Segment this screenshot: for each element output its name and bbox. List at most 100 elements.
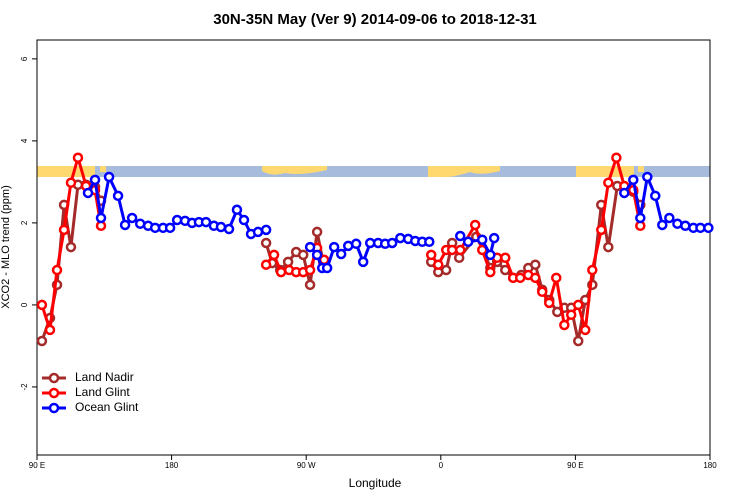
data-point: [275, 266, 287, 278]
data-point: [476, 234, 488, 245]
data-point: [119, 219, 131, 231]
legend-marker: [48, 387, 60, 399]
x-tick-label: 90 W: [297, 461, 316, 470]
data-point: [252, 226, 264, 238]
data-point: [559, 319, 570, 331]
data-point: [297, 249, 309, 261]
y-tick-label: 4: [20, 138, 29, 143]
data-point: [304, 241, 316, 253]
data-point: [603, 241, 614, 253]
data-point: [446, 244, 458, 256]
x-tick-label: 90 E: [29, 461, 45, 470]
data-point: [238, 214, 250, 226]
chart-title: 30N-35N May (Ver 9) 2014-09-06 to 2018-1…: [213, 11, 537, 28]
data-point: [425, 249, 437, 261]
data-point: [311, 249, 323, 261]
data-point: [65, 241, 77, 253]
data-point: [551, 272, 562, 284]
x-tick-label: 90 E: [567, 461, 583, 470]
data-point: [304, 264, 316, 276]
data-point: [335, 248, 347, 260]
data-point: [580, 324, 591, 336]
data-point: [572, 335, 584, 347]
data-point: [628, 174, 639, 186]
y-tick-label: 0: [20, 302, 29, 307]
data-point: [543, 297, 555, 309]
data-point: [635, 212, 646, 224]
data-point: [454, 230, 466, 242]
plot-frame: [36, 39, 711, 456]
data-point: [328, 241, 340, 253]
data-point: [596, 224, 607, 236]
data-point: [500, 252, 511, 264]
data-point: [164, 222, 176, 234]
data-point: [454, 244, 466, 256]
data-point: [82, 187, 94, 199]
data-point: [488, 232, 500, 244]
legend-marker: [48, 402, 60, 414]
land-patch: [37, 166, 95, 177]
legend-label: Ocean Glint: [75, 400, 139, 414]
data-point: [703, 222, 714, 234]
data-point: [112, 190, 124, 202]
data-point: [311, 226, 323, 238]
data-point: [565, 309, 577, 321]
data-point: [103, 171, 115, 183]
data-point: [650, 190, 661, 202]
legend-marker: [48, 372, 60, 384]
data-point: [260, 237, 272, 249]
data-point: [350, 238, 362, 250]
data-point: [36, 335, 48, 347]
land-patch: [100, 166, 106, 172]
data-point: [89, 174, 101, 186]
land-patch: [428, 166, 500, 178]
x-axis-label: Longitude: [349, 476, 402, 490]
data-point: [611, 152, 622, 163]
x-tick-label: 180: [703, 461, 717, 470]
data-point: [587, 264, 598, 276]
data-point: [657, 219, 668, 231]
land-patch: [576, 166, 634, 177]
data-point: [530, 259, 541, 270]
data-point: [619, 187, 630, 199]
data-point: [424, 236, 435, 248]
data-point: [200, 216, 212, 228]
y-axis-label: XCO2 - MLO trend (ppm): [0, 185, 12, 308]
legend-label: Land Nadir: [75, 370, 134, 384]
x-tick-label: 0: [439, 461, 444, 470]
y-tick-label: -2: [20, 383, 29, 391]
x-tick-label: 180: [165, 461, 179, 470]
data-point: [321, 262, 333, 274]
data-point: [44, 324, 56, 336]
data-point: [268, 249, 280, 261]
data-point: [223, 223, 235, 235]
data-point: [572, 299, 584, 311]
y-tick-label: 6: [20, 56, 29, 61]
land-ocean-strip: [37, 166, 710, 178]
land-patch: [638, 166, 644, 172]
ocean-strip: [37, 166, 710, 177]
data-point: [386, 237, 398, 249]
data-point: [485, 266, 496, 278]
data-point: [231, 204, 243, 216]
data-point: [282, 256, 294, 268]
data-point: [664, 212, 675, 224]
data-point: [72, 152, 84, 163]
data-point: [304, 279, 316, 291]
data-point: [260, 259, 272, 270]
data-point: [58, 224, 70, 236]
data-point: [126, 212, 138, 224]
data-point: [433, 259, 444, 270]
data-point: [260, 224, 272, 236]
data-point: [485, 249, 496, 261]
data-point: [36, 299, 48, 311]
data-point: [51, 264, 63, 276]
land-patch: [262, 166, 327, 175]
data-point: [680, 220, 691, 232]
data-point: [95, 212, 107, 224]
y-tick-label: 2: [20, 220, 29, 225]
data-point: [440, 264, 452, 276]
